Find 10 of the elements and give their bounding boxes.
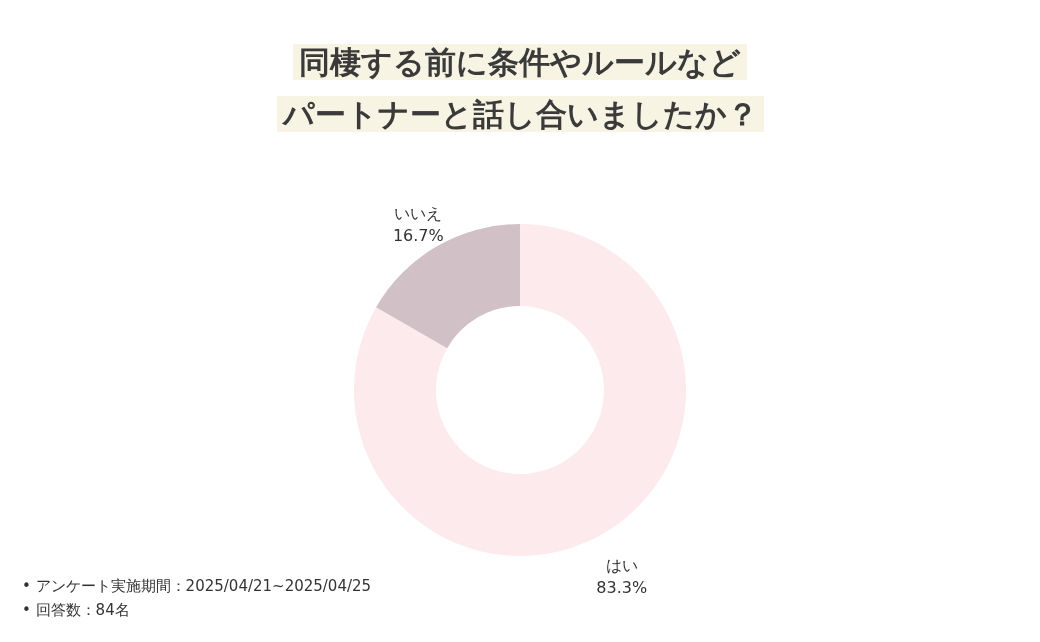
- donut-slice: [376, 224, 520, 349]
- slice-label: いいえ: [394, 204, 443, 224]
- data-label: 83.3%: [596, 577, 648, 597]
- text: • アンケート実施期間：2025/04/21~2025/04/25: [22, 576, 372, 597]
- donut-slice: [354, 224, 686, 556]
- chart-title: 同棲する前に条件やルールなど: [293, 44, 747, 80]
- slice-label: はい: [605, 555, 638, 575]
- data-label: 16.7%: [392, 226, 444, 246]
- text: • 回答数：84名: [22, 600, 131, 621]
- chart-subtitle: パートナーと話し合いましたか？: [276, 96, 764, 132]
